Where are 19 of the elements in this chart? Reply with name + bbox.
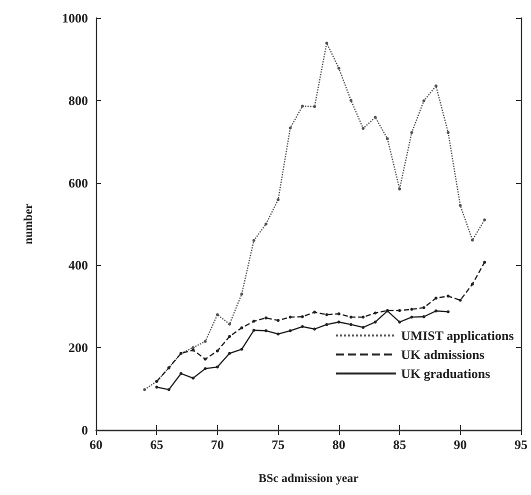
y-tick-label: 200 xyxy=(68,340,88,356)
x-tick-label: 70 xyxy=(210,437,224,452)
x-tick-label: 85 xyxy=(393,437,407,452)
x-axis-title: BSc admission year xyxy=(258,471,360,485)
legend-label: UK admissions xyxy=(400,347,484,362)
x-tick-label: 80 xyxy=(332,437,346,452)
x-tick-label: 60 xyxy=(90,437,102,452)
x-tick-label: 95 xyxy=(514,437,528,452)
y-tick-label: 400 xyxy=(68,258,88,273)
y-axis-title: number xyxy=(21,202,35,244)
legend-label: UK graduations xyxy=(400,366,490,381)
x-tick-label: 65 xyxy=(150,437,164,452)
x-tick-label: 75 xyxy=(272,437,286,452)
y-tick-label: 800 xyxy=(68,92,88,108)
y-tick-label: 0 xyxy=(82,422,88,438)
y-tick-label: 600 xyxy=(68,175,88,190)
x-tick-label: 90 xyxy=(454,437,467,452)
y-tick-label: 1000 xyxy=(62,10,88,26)
legend-label: UMIST applications xyxy=(400,328,514,343)
